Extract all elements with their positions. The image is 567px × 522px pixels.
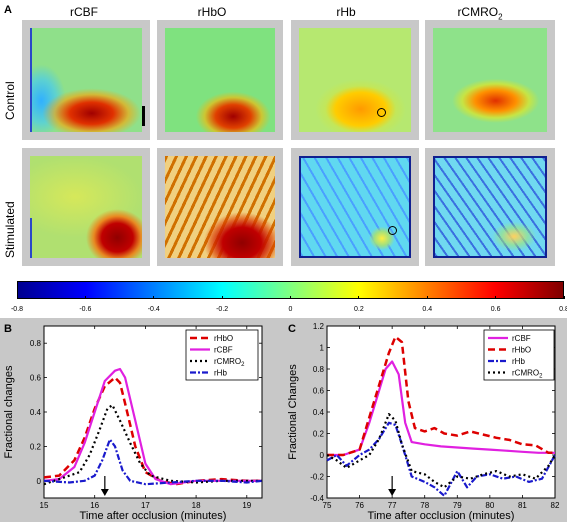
x-tick-label: 76 — [355, 501, 364, 510]
column-title-rcmro2-text: rCMRO — [457, 5, 499, 19]
map-tile-stimulated-rcmro2 — [425, 148, 555, 266]
x-tick-label: 81 — [518, 501, 527, 510]
panel-label-a: A — [4, 4, 12, 16]
colorbar-tick-mark — [495, 296, 497, 299]
y-tick-label: 1.2 — [313, 322, 325, 331]
y-tick-label: 0.8 — [30, 339, 42, 348]
panel-label: C — [288, 323, 296, 335]
chart-b: 15 16 17 18 19 0 0.2 0.4 0.6 0.8 Time after occlus… — [0, 318, 284, 522]
legend-label: rHb — [214, 369, 227, 378]
y-tick-label: 0 — [37, 477, 42, 486]
row-label-stimulated: Stimulated — [3, 201, 17, 258]
x-tick-label: 18 — [192, 501, 201, 510]
y-tick-label: 0.4 — [30, 408, 42, 417]
x-tick-label: 82 — [551, 501, 560, 510]
x-tick-label: 75 — [323, 501, 332, 510]
series-line-rhb — [43, 438, 263, 486]
colorbar-tick-label: -0.4 — [147, 306, 160, 313]
colorbar-tick-mark — [290, 296, 291, 299]
colorbar-tick-label: -0.6 — [79, 306, 92, 313]
y-tick-label: 0.6 — [30, 374, 42, 383]
panel-label: B — [4, 323, 12, 335]
colorbar-tick-mark — [16, 296, 18, 299]
x-tick-label: 80 — [485, 501, 494, 510]
map-tile-control-rhbo — [157, 20, 283, 140]
y-tick-label: 0.2 — [30, 442, 42, 451]
colorbar-tick-label: -0.2 — [216, 306, 229, 313]
series-line-rhbo — [327, 335, 555, 457]
x-axis-label: Time after occlusion (minutes) — [368, 510, 515, 522]
column-title-rcbf: rCBF — [70, 5, 98, 19]
map-tile-stimulated-rhbo — [157, 148, 283, 266]
stimulus-arrow-head — [100, 489, 109, 496]
colorbar-tick-mark — [426, 296, 428, 299]
x-tick-label: 16 — [90, 501, 99, 510]
colorbar-tick-mark — [153, 296, 155, 299]
legend-label: rHbO — [214, 334, 233, 343]
legend-label: rCBF — [214, 346, 233, 355]
x-tick-label: 77 — [388, 501, 397, 510]
y-axis-label: Fractional changes — [3, 365, 15, 458]
scale-bar — [142, 106, 145, 126]
y-tick-label: 0.2 — [313, 430, 325, 439]
chart-c: 75 76 77 78 79 80 81 82 -0.4 -0.2 0 0.2 0.4 0.6 0.8 1 1.… — [284, 318, 567, 522]
x-axis-label: Time after occlusion (minutes) — [80, 510, 227, 522]
colorbar-tick-label: 0.2 — [354, 306, 364, 313]
colorbar-tick-label: 0.8 — [559, 306, 567, 313]
x-tick-label: 19 — [242, 501, 251, 510]
map-tile-control-rcmro2 — [425, 20, 555, 140]
legend-label-subscript: 2 — [241, 362, 245, 368]
x-tick-label: 78 — [420, 501, 429, 510]
x-tick-label: 15 — [40, 501, 49, 510]
y-tick-label: 0.8 — [313, 365, 325, 374]
colorbar-tick-label: 0 — [288, 306, 293, 313]
colorbar-tick-mark — [563, 296, 565, 299]
legend-label: rCBF — [512, 334, 531, 343]
column-title-rhb: rHb — [336, 5, 356, 19]
y-axis-label: Fractional Changes — [287, 364, 299, 460]
x-tick-label: 17 — [141, 501, 150, 510]
colorbar-tick-mark — [358, 296, 360, 299]
y-tick-label: 1 — [320, 344, 325, 353]
y-tick-label: 0.6 — [313, 387, 325, 396]
map-tile-stimulated-rhb — [291, 148, 419, 266]
colorbar-tick-mark — [84, 296, 86, 299]
legend-label: rHb — [512, 357, 525, 366]
colorbar-tick-mark — [221, 296, 223, 299]
y-tick-label: 0 — [320, 451, 325, 460]
legend-label: rCMRO2 — [512, 369, 543, 380]
map-tile-stimulated-rcbf — [22, 148, 150, 266]
legend-label-subscript: 2 — [539, 374, 543, 380]
x-tick-label: 79 — [453, 501, 462, 510]
legend-label: rHbO — [512, 346, 531, 355]
y-tick-label: -0.2 — [310, 473, 324, 482]
row-label-control: Control — [3, 81, 17, 120]
column-title-rcmro2-subscript: 2 — [498, 12, 503, 22]
legend-label: rCMRO2 — [214, 357, 245, 368]
y-tick-label: -0.4 — [310, 494, 324, 503]
map-tile-control-rcbf — [22, 20, 150, 140]
y-tick-label: 0.4 — [313, 408, 325, 417]
colorbar-tick-label: 0.6 — [490, 306, 501, 313]
map-tile-control-rhb — [291, 20, 419, 140]
colorbar-tick-label: -0.8 — [10, 306, 24, 313]
column-title-rhbo: rHbO — [197, 5, 227, 19]
series-line-rcmro — [326, 413, 556, 489]
column-title-rcmro2: rCMRO2 — [425, 5, 535, 21]
colorbar-tick-label: 0.4 — [422, 306, 433, 313]
stimulus-arrow-head — [388, 489, 397, 496]
series-line-rcbf — [327, 360, 555, 457]
